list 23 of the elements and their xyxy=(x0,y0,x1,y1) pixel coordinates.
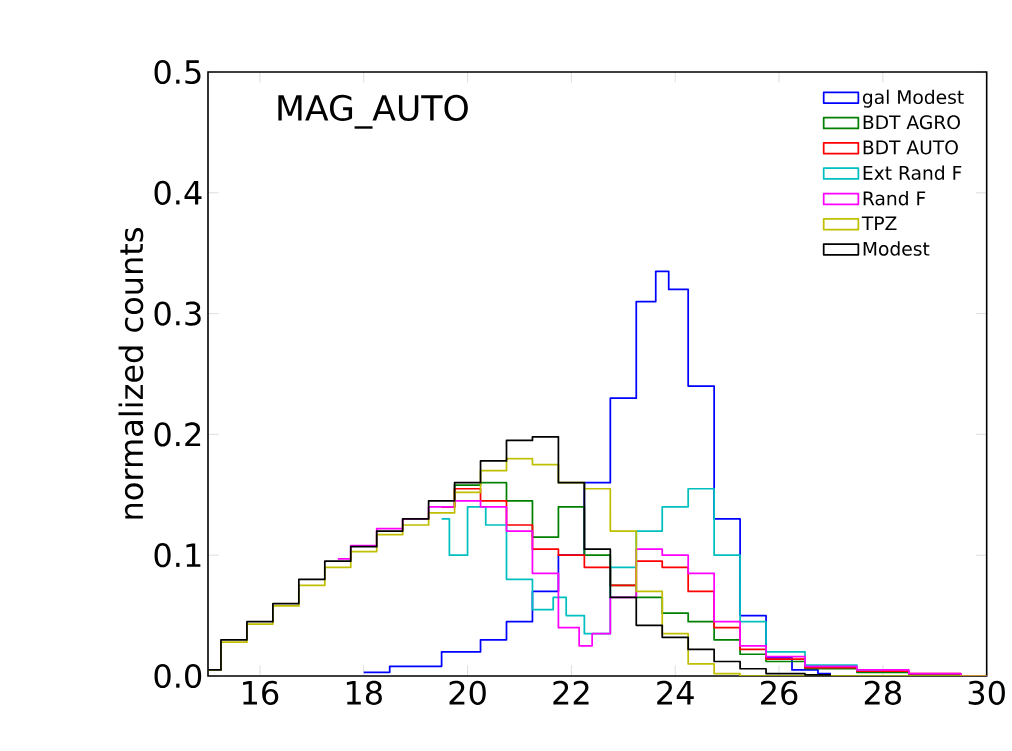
y-axis-title: normalized counts xyxy=(118,228,144,519)
legend-label: TPZ xyxy=(861,216,897,231)
legend-label: gal Modest xyxy=(862,89,964,108)
legend-label: Ext Rand F xyxy=(863,165,962,180)
y-tick-label: 0.2 xyxy=(154,422,201,447)
x-tick-label: 30 xyxy=(968,680,1005,705)
y-tick-label: 0.1 xyxy=(154,543,201,568)
x-tick-label: 26 xyxy=(761,680,798,705)
y-tick-label: 0.0 xyxy=(154,663,202,689)
annotation: MAG_AUTO xyxy=(278,94,468,129)
legend-label: BDT AGRO xyxy=(863,115,960,130)
y-tick-label: 0.3 xyxy=(154,301,201,326)
x-tick-label: 18 xyxy=(346,680,382,705)
x-tick-label: 28 xyxy=(864,680,902,705)
x-tick-label: 24 xyxy=(657,680,694,705)
x-tick-label: 22 xyxy=(553,680,589,705)
legend-label: Rand F xyxy=(863,190,926,206)
legend-label: Modest xyxy=(863,241,930,256)
x-tick-label: 20 xyxy=(449,680,486,705)
y-tick-label: 0.4 xyxy=(154,180,202,205)
legend-label: BDT AUTO xyxy=(863,140,958,155)
y-tick-label: 0.5 xyxy=(154,59,201,85)
x-tick-label: 16 xyxy=(243,680,279,705)
